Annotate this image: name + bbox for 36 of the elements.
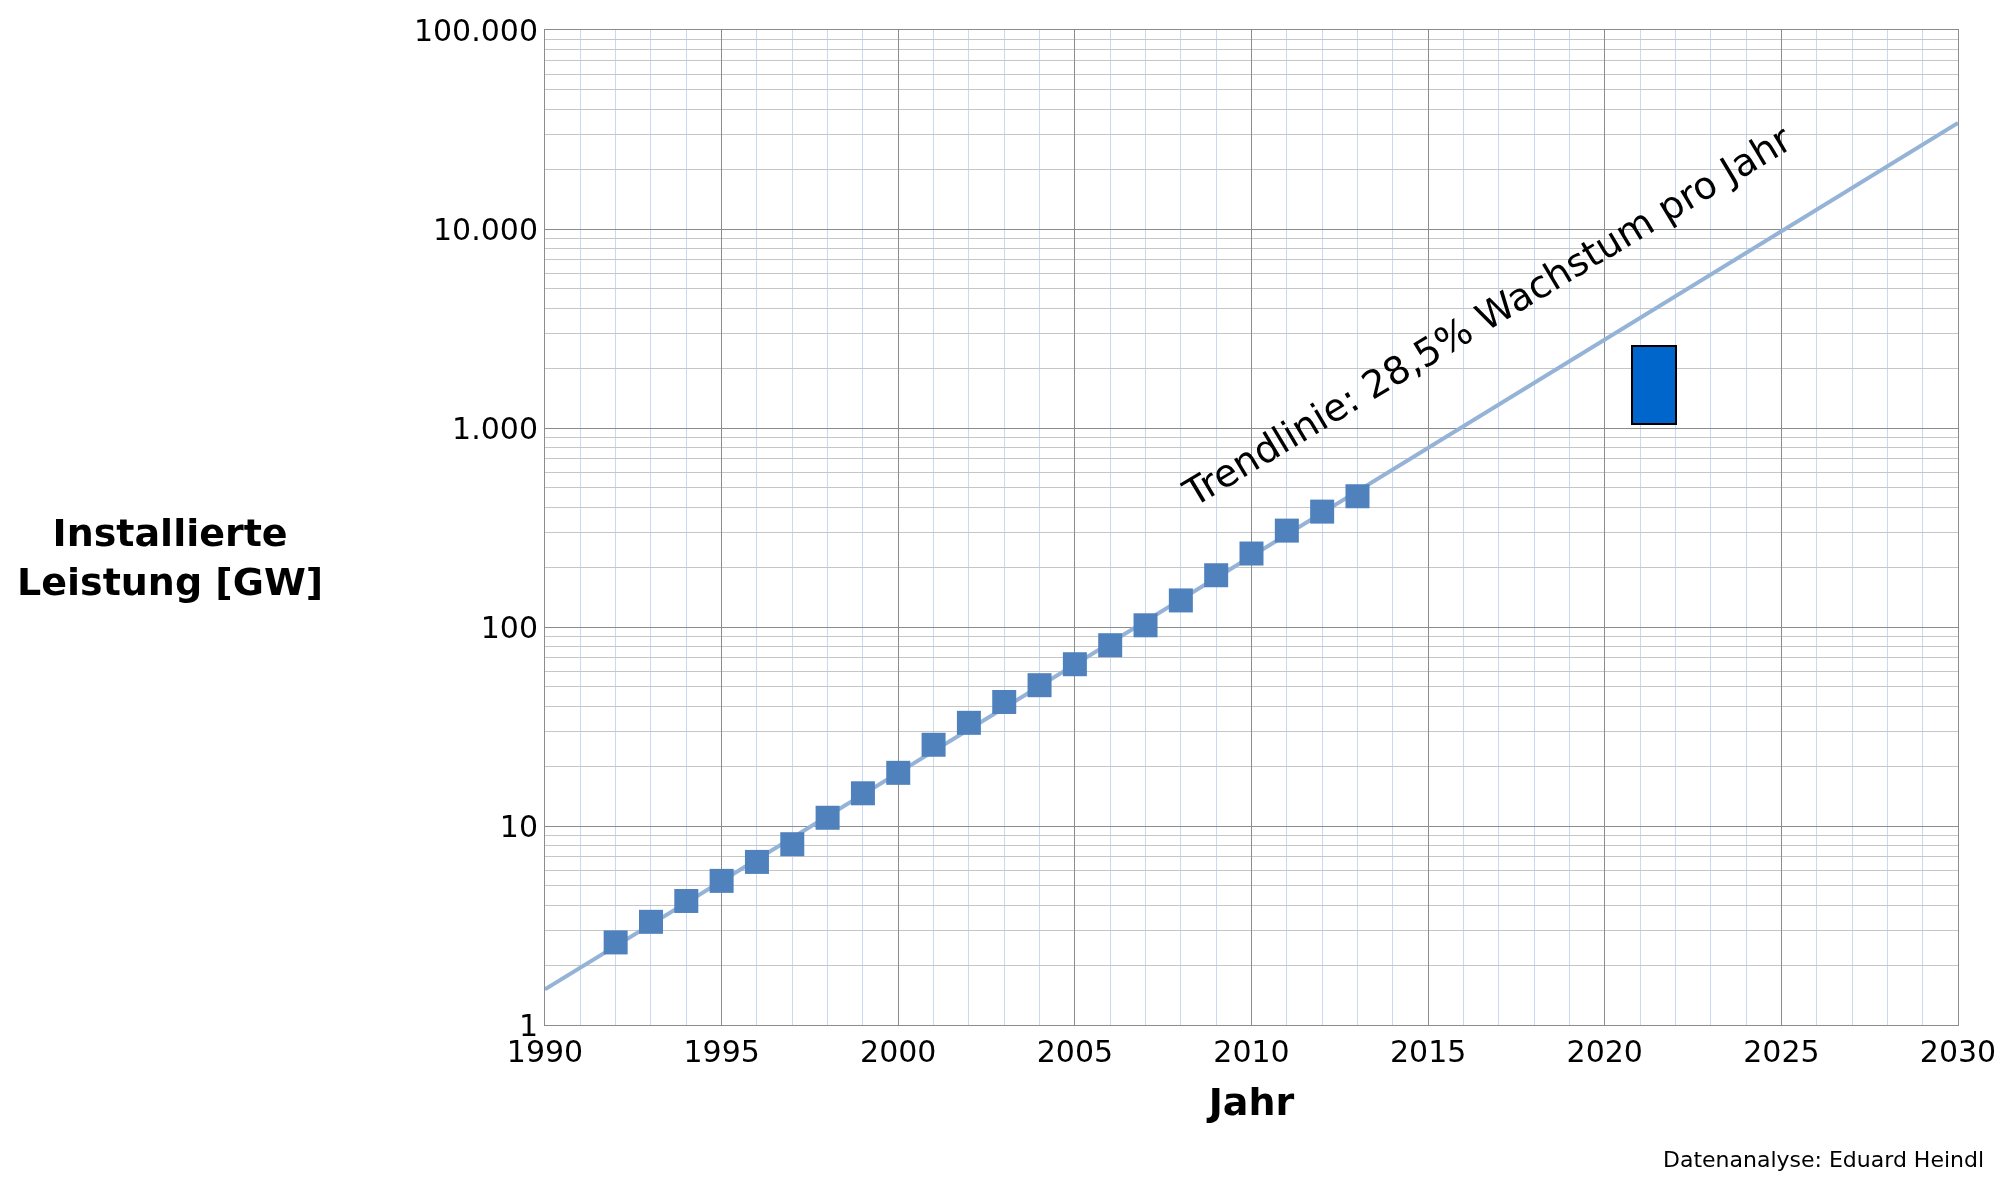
- y-tick-label: 100.000: [413, 12, 538, 48]
- x-tick-label: 2005: [1036, 1034, 1114, 1069]
- point: [603, 930, 628, 955]
- y-tick-label: 10: [499, 808, 538, 844]
- point: [815, 805, 840, 830]
- point: [992, 689, 1017, 714]
- point: [1239, 541, 1264, 566]
- point: [921, 732, 946, 757]
- point: [850, 781, 875, 806]
- text: Datenanalyse: Eduard Heindl: [1663, 1147, 1985, 1172]
- point: [886, 760, 911, 785]
- point: [1062, 652, 1087, 677]
- point: [956, 710, 981, 735]
- y-tick-label: 1.000: [452, 410, 538, 446]
- point: [780, 832, 805, 857]
- y-axis-title: Installierte Leistung [GW]: [17, 511, 324, 605]
- point: [709, 868, 734, 893]
- x-tick-label: 2000: [860, 1034, 937, 1069]
- point: [1098, 633, 1123, 658]
- point: [638, 909, 663, 934]
- x-tick-label: 2030: [1919, 1034, 1997, 1069]
- x-tick-label: 1995: [683, 1034, 760, 1069]
- x-tick-label: 2020: [1566, 1034, 1643, 1069]
- point: [1027, 673, 1052, 698]
- x-axis-title: Jahr: [1205, 1080, 1295, 1125]
- point: [744, 849, 769, 874]
- point: [674, 888, 699, 913]
- point: [1204, 563, 1229, 588]
- x-tick-label: 2010: [1213, 1034, 1290, 1069]
- point: [1133, 613, 1158, 638]
- x-tick-label: 2015: [1389, 1034, 1467, 1069]
- point: [1168, 588, 1193, 613]
- y-tick-label: 10.000: [433, 211, 538, 247]
- y-tick-label: 100: [480, 609, 538, 645]
- point: [1274, 518, 1299, 543]
- x-tick-label: 2025: [1743, 1034, 1820, 1069]
